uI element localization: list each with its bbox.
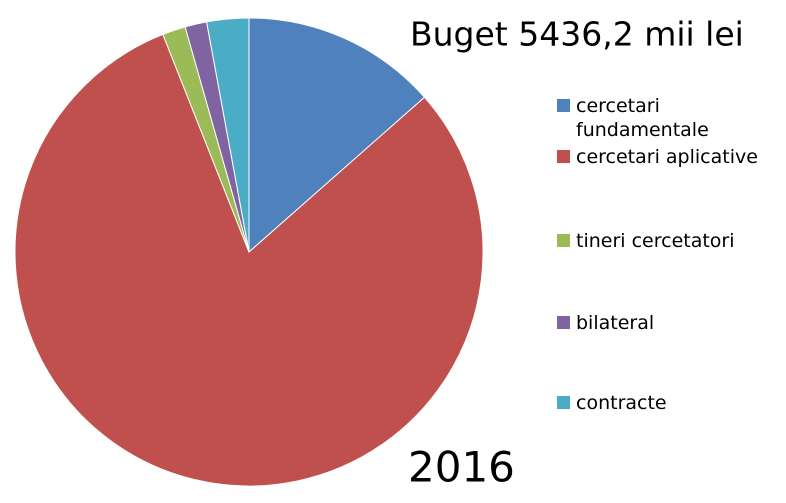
legend-entry: cercetari aplicative [557,145,786,169]
pie-slice [248,17,426,254]
legend-label: contracte [576,392,667,414]
legend-entry: cercetari fundamentale [557,94,709,142]
pie-slice [14,33,484,487]
legend-swatch [557,234,570,247]
pie-slice [206,17,250,253]
chart-subtitle: 2016 [408,443,515,492]
legend-label: cercetari fundamentale [576,95,709,141]
legend-swatch [557,316,570,329]
chart-title: Buget 5436,2 mii lei [410,15,744,54]
legend-swatch [557,396,570,409]
legend-entry: tineri cercetatori [557,229,786,253]
legend-label: cercetari aplicative [576,146,758,168]
legend-swatch [557,150,570,163]
legend-label: tineri cercetatori [576,230,735,252]
legend-label: bilateral [576,312,655,334]
legend-swatch [557,99,570,112]
legend-entry: bilateral [557,311,786,335]
legend-entry: contracte [557,391,786,415]
